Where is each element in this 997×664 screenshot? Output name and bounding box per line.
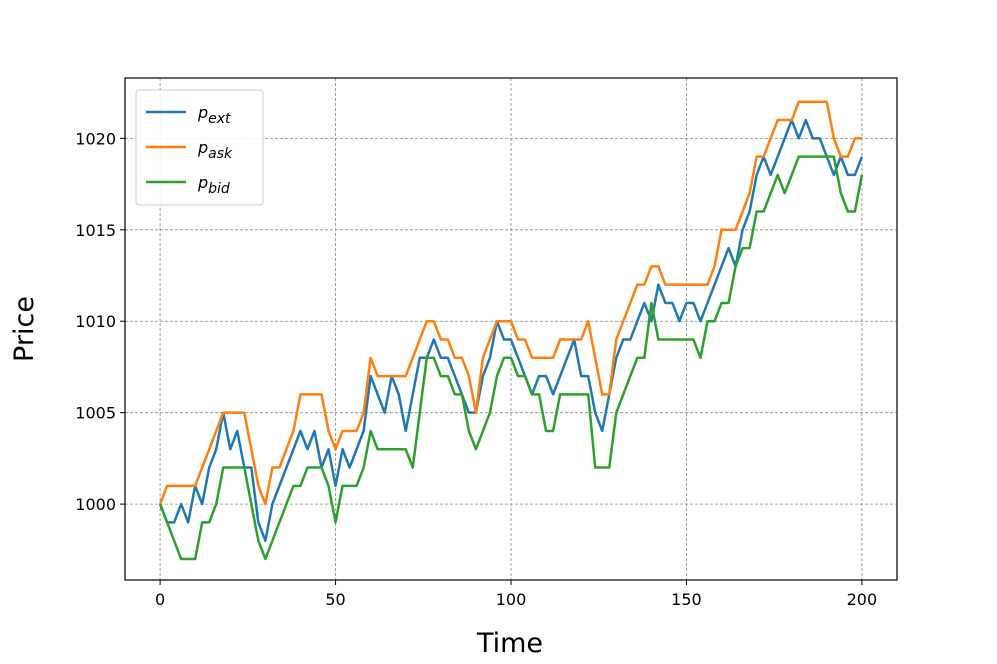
y-axis-label: Price <box>9 296 40 362</box>
legend-label: pbid <box>197 173 230 197</box>
line-series <box>158 155 864 561</box>
y-tick-label: 1010 <box>75 312 116 331</box>
x-tick-label: 50 <box>325 590 345 609</box>
x-tick-label: 150 <box>671 590 702 609</box>
x-tick-label: 0 <box>155 590 165 609</box>
legend-label: pext <box>197 103 231 127</box>
line-series <box>158 100 862 506</box>
y-tick-label: 1005 <box>75 404 116 423</box>
legend-box <box>135 89 264 206</box>
legend-label: pask <box>197 138 233 162</box>
plot-frame <box>124 77 898 581</box>
y-tick-label: 1020 <box>75 129 116 148</box>
line-series <box>158 118 864 542</box>
x-tick-label: 200 <box>847 590 878 609</box>
x-axis-label: Time <box>476 628 543 659</box>
x-tick-label: 100 <box>496 590 527 609</box>
y-tick-label: 1000 <box>75 495 116 514</box>
y-tick-label: 1015 <box>75 221 116 240</box>
